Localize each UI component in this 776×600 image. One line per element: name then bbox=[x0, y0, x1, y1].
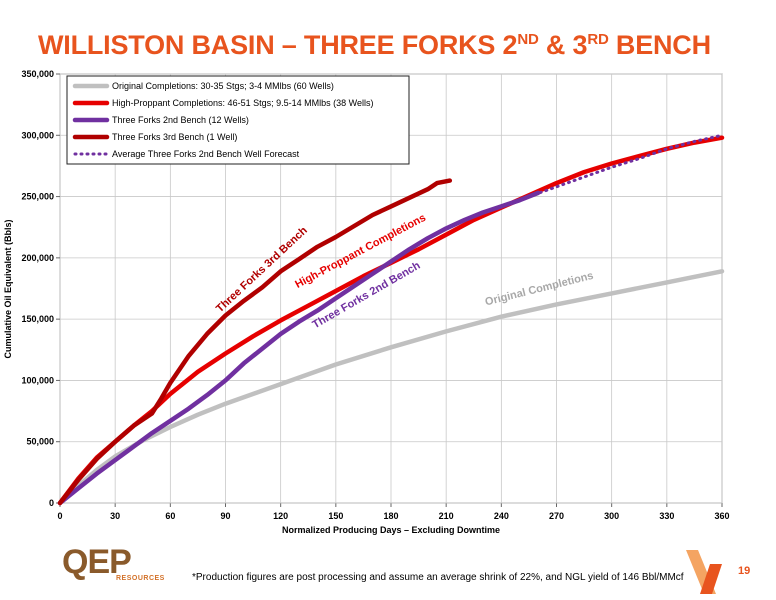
legend-entry: Average Three Forks 2nd Bench Well Forec… bbox=[112, 149, 300, 159]
corner-logo-mark bbox=[686, 550, 722, 594]
logo-text: QEP bbox=[62, 543, 132, 581]
legend: Original Completions: 30-35 Stgs; 3-4 MM… bbox=[66, 75, 410, 165]
x-tick-label: 180 bbox=[383, 511, 398, 521]
y-tick-label: 250,000 bbox=[21, 192, 54, 202]
logo-subtext: RESOURCES bbox=[116, 575, 165, 582]
y-tick-label: 300,000 bbox=[21, 130, 54, 140]
page-title: WILLISTON BASIN – THREE FORKS 2ND & 3RD … bbox=[38, 30, 711, 60]
y-tick-label: 100,000 bbox=[21, 375, 54, 385]
series-line bbox=[527, 133, 724, 199]
y-tick-label: 150,000 bbox=[21, 314, 54, 324]
x-tick-label: 270 bbox=[549, 511, 564, 521]
x-tick-label: 0 bbox=[57, 511, 62, 521]
legend-box bbox=[66, 75, 410, 165]
x-tick-label: 360 bbox=[714, 511, 729, 521]
y-tick-label: 350,000 bbox=[21, 69, 54, 79]
x-tick-label: 60 bbox=[165, 511, 175, 521]
series-lines bbox=[57, 133, 725, 506]
x-axis-title: Normalized Producing Days – Excluding Do… bbox=[282, 525, 500, 535]
footnote: *Production figures are post processing … bbox=[192, 572, 684, 583]
series-line bbox=[57, 178, 453, 506]
y-tick-label: 200,000 bbox=[21, 253, 54, 263]
legend-entry: High-Proppant Completions: 46-51 Stgs; 9… bbox=[112, 98, 373, 108]
company-logo: QEP RESOURCES bbox=[62, 545, 182, 585]
legend-entry: Original Completions: 30-35 Stgs; 3-4 MM… bbox=[112, 81, 334, 91]
y-tick-label: 0 bbox=[49, 498, 54, 508]
x-tick-label: 150 bbox=[328, 511, 343, 521]
axis-ticks: 0 30 60 90 120 150 180 210 240 270 300 330 360 0 50,00… bbox=[21, 69, 729, 521]
x-tick-label: 240 bbox=[494, 511, 509, 521]
x-tick-label: 30 bbox=[110, 511, 120, 521]
x-tick-label: 330 bbox=[659, 511, 674, 521]
series-line bbox=[57, 190, 541, 506]
page-number: 19 bbox=[738, 565, 751, 577]
legend-entry: Three Forks 2nd Bench (12 Wells) bbox=[112, 115, 249, 125]
y-tick-label: 50,000 bbox=[26, 437, 54, 447]
legend-entry: Three Forks 3rd Bench (1 Well) bbox=[112, 132, 237, 142]
series-line bbox=[57, 269, 725, 506]
x-tick-label: 90 bbox=[220, 511, 230, 521]
y-axis-title: Cumulative Oil Equivalent (Bbls) bbox=[3, 219, 13, 358]
x-tick-label: 300 bbox=[604, 511, 619, 521]
x-tick-label: 210 bbox=[439, 511, 454, 521]
x-tick-label: 120 bbox=[273, 511, 288, 521]
